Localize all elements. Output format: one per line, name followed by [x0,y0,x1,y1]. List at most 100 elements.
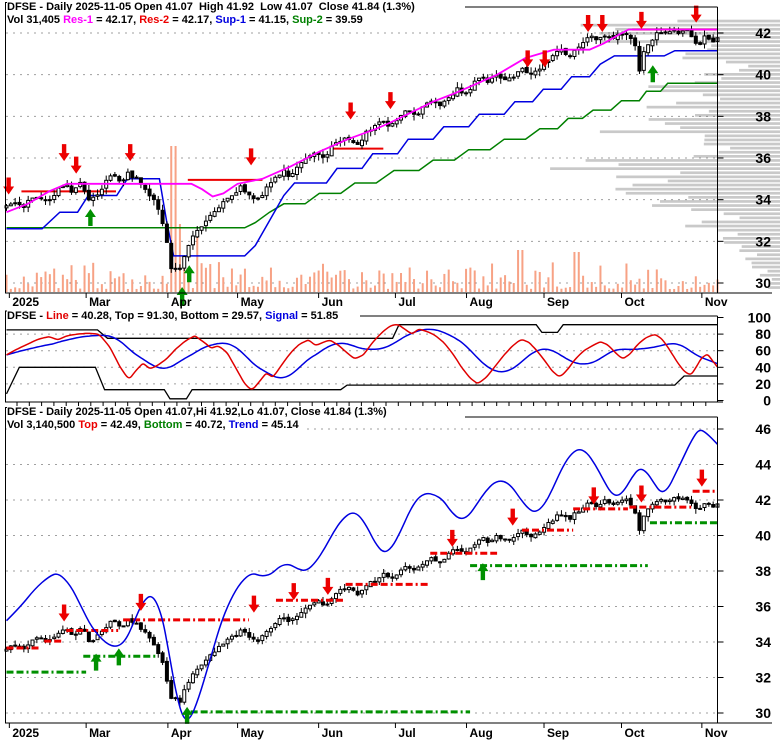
y-axis-label: 34 [755,192,771,208]
volume-bar [157,288,160,292]
volume-bar [300,274,303,292]
volume-bar [261,276,264,292]
volume-bar [612,288,615,292]
candlestick [663,499,668,503]
candlestick [320,601,325,606]
volume-bar [690,287,693,292]
x-axis-label: Jun [322,726,343,740]
candlestick [451,94,456,100]
candlestick [433,101,438,104]
signal-line [6,328,718,379]
y-axis-label: 30 [755,705,771,721]
candlestick [624,498,629,502]
candlestick [468,89,473,94]
volume-bar [70,265,73,292]
candlestick [195,229,200,238]
candlestick [8,203,13,207]
volume-bar [161,275,164,292]
x-axis-label: Jun [322,295,343,309]
x-axis-label: Mar [89,295,111,309]
candlestick [112,619,117,623]
candlestick [99,188,104,196]
volume-bar [252,285,255,292]
candlestick [407,110,412,113]
candlestick [190,673,195,684]
candlestick [255,197,260,200]
candlestick [303,607,308,614]
y-axis-label: 80 [755,326,771,342]
candlestick [290,173,295,177]
legend-span: = 42.17, [169,14,216,26]
candlestick [620,499,625,503]
y-axis-label: 30 [755,275,771,291]
candlestick [594,36,599,41]
volume-bar [196,236,199,292]
candlestick [576,511,581,514]
volume-bar [469,267,472,292]
y-axis-label: 20 [755,376,771,392]
volume-bar [512,283,515,292]
panel3-title: DFSE - Daily 2025-11-05 Open 41.07,Hi 41… [7,406,391,420]
candlestick [711,504,716,508]
candlestick [13,644,18,647]
volume-bar [40,277,43,292]
candlestick [507,538,512,541]
candlestick [221,643,226,647]
buy-signal-arrow [183,265,195,283]
candlestick [264,186,269,197]
candlestick [607,499,612,504]
volume-bar [291,286,294,292]
y-axis-label: 46 [755,421,771,437]
candlestick [377,121,382,125]
candlestick [429,557,434,562]
sell-signal-arrow [322,577,334,595]
x-axis-label: Oct [625,295,645,309]
candlestick [325,603,330,606]
candlestick [360,139,364,147]
candlestick [351,140,356,144]
candlestick [654,32,659,41]
candlestick [355,141,360,145]
volume-bar [356,286,359,292]
volume-bar [269,267,272,292]
volume-bar [187,276,190,292]
volume-bar [31,286,34,292]
candlestick [13,202,18,205]
candlestick [160,652,165,663]
volume-bar [556,286,559,292]
candlestick [420,563,425,568]
sell-signal-arrow [345,102,357,120]
x-axis-label: 2025 [12,726,39,740]
candlestick [86,631,91,643]
candlestick [537,531,542,535]
candlestick [464,92,469,95]
volume-bar [564,287,567,292]
candlestick [286,170,291,177]
legend-span: Res-1 [63,14,94,26]
candlestick [568,515,573,520]
volume-bar [113,278,116,292]
volume-bar [408,267,411,292]
candlestick [316,600,321,604]
sell-signal-arrow [522,50,534,68]
volume-bar [304,284,307,292]
volume-bar [243,268,246,292]
volume-bar [126,288,129,292]
candlestick [537,68,542,72]
candlestick [698,42,703,45]
candlestick [320,154,325,158]
candlestick [455,548,460,551]
volume-bar [694,276,697,292]
volume-bar [595,286,598,292]
candlestick [572,512,577,520]
candlestick [277,617,282,626]
candlestick [485,537,490,543]
candlestick [498,73,503,79]
candlestick [524,530,529,536]
candlestick [641,51,646,71]
candlestick [433,556,438,562]
volume-bar [369,287,372,292]
volume-bar [538,271,541,292]
candlestick [221,201,226,209]
